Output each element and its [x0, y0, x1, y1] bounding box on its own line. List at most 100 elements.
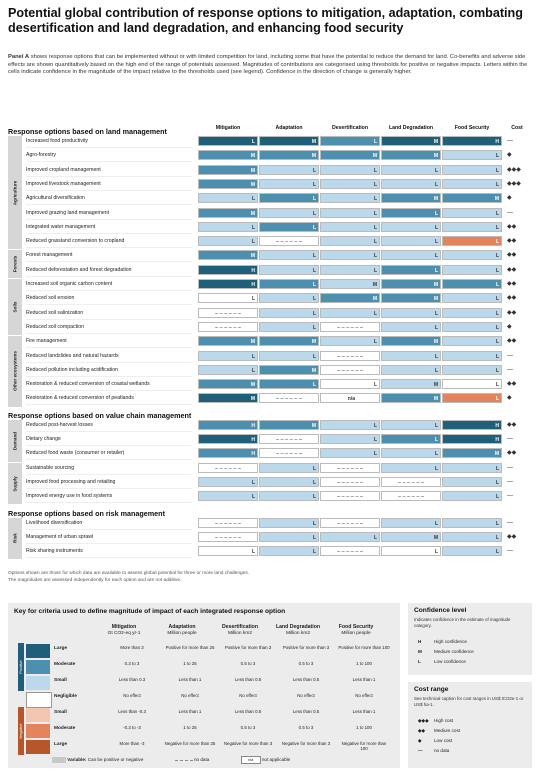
- confidence-letter: L: [495, 549, 499, 556]
- impact-cell: L: [442, 462, 502, 473]
- confidence-letter: L: [251, 196, 255, 203]
- impact-cell: M: [198, 336, 258, 347]
- confidence-letter: L: [251, 353, 255, 360]
- group-label: Risk: [12, 533, 18, 544]
- option-label: Risk sharing instruments: [26, 545, 192, 559]
- impact-cell: M: [381, 531, 441, 542]
- confidence-letter: H: [251, 451, 255, 458]
- no-data-dash: [398, 496, 424, 498]
- no-data-dash: [337, 355, 363, 357]
- impact-cell: L: [259, 293, 319, 304]
- impact-cell: M: [381, 336, 441, 347]
- key-swatch: [26, 740, 50, 754]
- option-row: Increased food productivity L M L M H —: [24, 135, 513, 148]
- option-row: Reduced landslides and natural hazards L L…: [24, 350, 513, 363]
- cost-title: Cost range: [414, 686, 449, 693]
- impact-cell: L: [381, 517, 441, 528]
- impact-cell: H: [198, 434, 258, 444]
- confidence-letter: L: [495, 253, 499, 260]
- key-value: More than -3: [119, 741, 145, 746]
- cost-indicator: —: [507, 209, 513, 216]
- confidence-letter: L: [373, 451, 377, 458]
- option-label: Reduced soil salinization: [26, 307, 192, 320]
- impact-cell: L: [320, 250, 380, 261]
- impact-cell: L: [381, 207, 441, 218]
- key-level: Negligible: [54, 694, 77, 699]
- cost-indicator: —: [507, 478, 513, 485]
- na-mark: n/a: [347, 396, 355, 403]
- negative-bar: Negative: [18, 707, 24, 755]
- impact-cell: M: [320, 293, 380, 304]
- confidence-letter: M: [433, 282, 438, 288]
- confidence-letter: H: [251, 267, 255, 274]
- impact-cell: L: [198, 293, 258, 304]
- confidence-letter: M: [250, 210, 255, 217]
- impact-cell: L: [442, 307, 502, 318]
- confidence-letter: L: [312, 382, 316, 389]
- impact-cell: L: [320, 379, 380, 390]
- impact-cell: [198, 531, 258, 542]
- key-value: No effect: [123, 693, 141, 698]
- option-row: Reduced soil salinization L L L L ◆◆: [24, 307, 516, 320]
- impact-cell: L: [259, 517, 319, 528]
- confidence-letter: L: [373, 253, 377, 260]
- confidence-letter: L: [373, 382, 377, 389]
- confidence-letter: L: [495, 167, 499, 174]
- no-data-dash: [337, 326, 363, 328]
- section-heading: Response options based on risk managemen…: [8, 508, 165, 518]
- positive-bar: Positive: [18, 643, 24, 691]
- impact-cell: L: [259, 462, 319, 473]
- option-row: Improved energy use in food systems L L L —: [24, 490, 513, 504]
- key-footer: Variable: Can be positive or negative no…: [52, 756, 290, 764]
- impact-cell: L: [320, 336, 380, 347]
- impact-cell: M: [320, 150, 380, 161]
- col-mitigation: Mitigation: [215, 125, 241, 131]
- impact-cell: [381, 491, 441, 502]
- no-data-dash: [398, 481, 424, 483]
- key-swatch: [26, 724, 50, 738]
- impact-cell: [259, 448, 319, 459]
- key-value: No effect: [181, 693, 199, 698]
- confidence-item: M Medium confidence: [418, 649, 474, 654]
- confidence-letter: L: [312, 549, 316, 556]
- group-bar: Other ecosystems: [8, 336, 22, 407]
- group-label: Soils: [12, 301, 18, 313]
- option-row: Dietary change H L L H —: [24, 433, 513, 446]
- confidence-letter: M: [250, 253, 255, 260]
- group-label: Supply: [12, 475, 18, 492]
- key-value: No effect: [355, 693, 373, 698]
- key-row: Large More than 3 Positive for more than 2…: [26, 643, 396, 659]
- impact-cell: [320, 321, 380, 332]
- col-food-security: Food Security: [454, 125, 490, 131]
- confidence-letter: L: [373, 339, 377, 346]
- impact-cell: [320, 491, 380, 502]
- confidence-letter: L: [373, 534, 377, 541]
- note-line: The magnitudes are assessed independentl…: [8, 578, 182, 583]
- confidence-letter: L: [251, 479, 255, 486]
- option-label: Increased soil organic carbon content: [26, 278, 192, 291]
- confidence-letter: H: [251, 282, 255, 288]
- impact-cell: L: [259, 264, 319, 275]
- cost-desc: See technical caption for cost ranges in…: [414, 696, 524, 707]
- impact-cell: M: [259, 150, 319, 161]
- option-row: Livelihood diversification L L L —: [24, 517, 513, 530]
- confidence-letter: L: [434, 210, 438, 217]
- confidence-letter: L: [373, 239, 377, 246]
- impact-cell: L: [381, 221, 441, 232]
- group-bar: Demand: [8, 419, 22, 462]
- impact-cell: [198, 307, 258, 318]
- key-row: Small Less than 0.3 Less than 1 Less than 0…: [26, 675, 396, 691]
- confidence-letter: L: [495, 339, 499, 346]
- confidence-letter: L: [495, 210, 499, 217]
- group-bar: Soils: [8, 279, 22, 336]
- impact-cell: L: [320, 531, 380, 542]
- confidence-letter: L: [251, 239, 255, 246]
- impact-cell: [320, 462, 380, 473]
- option-row: Restoration & reduced conversion of peat…: [24, 392, 512, 406]
- impact-cell: L: [381, 364, 441, 375]
- confidence-letter: M: [250, 382, 255, 389]
- impact-cell: L: [442, 150, 502, 161]
- figure-notes: Options shown are those for which data a…: [8, 570, 528, 584]
- key-row: Large More than -3 Negative for more than …: [26, 739, 396, 755]
- option-row: Reduced pollution including acidificatio…: [24, 364, 513, 377]
